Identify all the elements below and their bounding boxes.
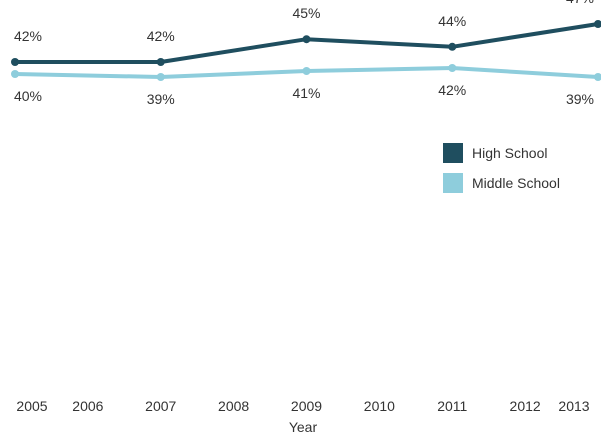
data-label: 39% — [566, 91, 594, 107]
data-point — [448, 42, 457, 51]
x-tick-label: 2008 — [218, 398, 249, 414]
data-label: 42% — [14, 28, 42, 44]
x-axis-title: Year — [289, 419, 318, 435]
data-point — [11, 70, 19, 78]
series-points — [11, 20, 601, 81]
legend-label-middle-school: Middle School — [472, 175, 560, 191]
data-label: 40% — [14, 88, 42, 104]
x-tick-label: 2010 — [364, 398, 395, 414]
data-point — [156, 58, 165, 66]
data-labels: 42% 42% 45% 44% 47% 40% 39% 41% 42% 39% — [14, 0, 594, 107]
data-point — [594, 20, 601, 28]
data-label: 42% — [147, 28, 175, 44]
data-point — [594, 73, 601, 81]
x-tick-label: 2005 — [16, 398, 47, 414]
data-point — [302, 67, 311, 75]
legend-swatch-middle-school — [443, 173, 463, 193]
x-axis-ticks: 2005 2006 2007 2008 2009 2010 2011 2012 2013 — [16, 398, 589, 414]
data-label: 45% — [292, 5, 320, 21]
x-tick-label: 2012 — [510, 398, 541, 414]
data-point — [11, 58, 19, 66]
x-tick-label: 2011 — [437, 398, 467, 414]
x-tick-label: 2009 — [291, 398, 322, 414]
data-label: 47% — [566, 0, 594, 6]
legend-swatch-high-school — [443, 143, 463, 163]
data-point — [302, 35, 311, 44]
data-label: 44% — [438, 13, 466, 29]
data-label: 39% — [147, 91, 175, 107]
x-tick-label: 2006 — [72, 398, 103, 414]
legend: High School Middle School — [443, 143, 560, 193]
data-label: 41% — [292, 85, 320, 101]
data-point — [448, 64, 457, 72]
x-tick-label: 2007 — [145, 398, 176, 414]
legend-label-high-school: High School — [472, 145, 548, 161]
x-tick-label: 2013 — [558, 398, 589, 414]
data-point — [156, 73, 165, 81]
data-label: 42% — [438, 82, 466, 98]
